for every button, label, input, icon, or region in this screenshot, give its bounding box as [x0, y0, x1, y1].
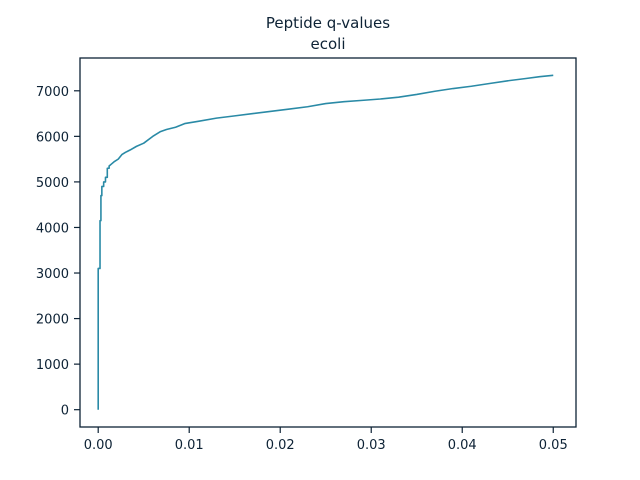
series-line: [97, 74, 554, 410]
ticks-layer: 0.00 0.01 0.02 0.03 0.04 0.05 0 1000 2000 3000 400…: [36, 85, 568, 453]
x-tick-label: 0.02: [266, 438, 295, 453]
chart-subtitle: ecoli: [311, 35, 346, 53]
plot-frame: [79, 57, 577, 428]
y-tick-label: 1000: [36, 358, 69, 373]
y-tick-label: 3000: [36, 267, 69, 282]
y-tick-label: 4000: [36, 221, 69, 236]
x-tick-label: 0.05: [539, 438, 568, 453]
y-tick-label: 0: [61, 404, 69, 419]
y-tick-label: 7000: [36, 85, 69, 100]
chart-title: Peptide q-values: [266, 14, 390, 32]
y-tick-label: 2000: [36, 313, 69, 328]
x-tick-label: 0.01: [175, 438, 204, 453]
x-tick-label: 0.04: [448, 438, 477, 453]
y-tick-label: 5000: [36, 176, 69, 191]
x-tick-label: 0.00: [84, 438, 113, 453]
y-tick-label: 6000: [36, 130, 69, 145]
x-tick-label: 0.03: [357, 438, 386, 453]
